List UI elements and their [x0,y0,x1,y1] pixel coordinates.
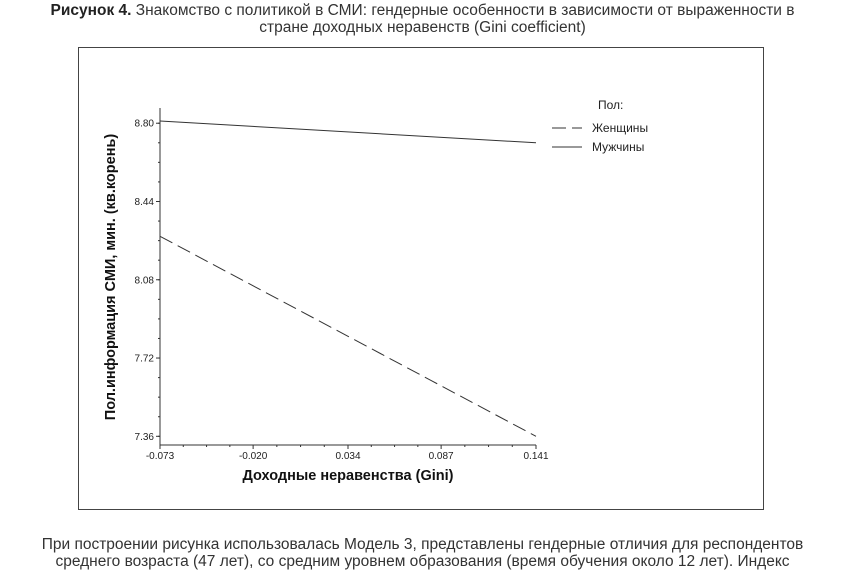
series-line-2 [159,120,537,144]
x-axis-label: Доходные неравенства (Gini) [243,468,454,484]
x-tick-label: 0.141 [523,451,548,462]
series-line-1 [159,235,537,437]
legend-title: Пол: [598,98,623,112]
figure-caption-lead: Рисунок 4. [50,2,132,19]
x-tick-label: 0.034 [335,451,360,462]
y-tick-label: 8.08 [135,275,155,286]
figure-note-line2: среднего возраста (47 лет), со средним у… [55,553,790,570]
figure-caption-line1: Знакомство с политикой в СМИ: гендерные … [135,2,795,19]
y-tick-label: 7.72 [135,354,155,365]
figure-note: При построении рисунка использовалась Мо… [0,536,845,570]
legend-label-1: Женщины [592,121,648,135]
y-tick-label: 8.44 [135,197,155,208]
chart-frame [78,47,764,510]
x-tick-label: 0.087 [429,451,454,462]
figure-caption: Рисунок 4. Знакомство с политикой в СМИ:… [0,2,845,36]
line-chart: 7.36 7.72 8.08 8.44 8.80 -0.073 -0.020 0.034 0.0… [135,98,649,484]
y-tick-label: 7.36 [135,432,155,443]
x-tick-label: -0.020 [239,451,268,462]
x-tick-label: -0.073 [146,451,175,462]
y-tick-label: 8.80 [135,119,155,130]
legend-label-2: Мужчины [592,140,644,154]
figure-note-line1: При построении рисунка использовалась Мо… [41,536,804,553]
figure-caption-line2: стране доходных неравенств (Gini coeffic… [259,19,586,36]
y-axis-label: Пол.информация СМИ, мин. (кв.корень) [103,133,120,420]
